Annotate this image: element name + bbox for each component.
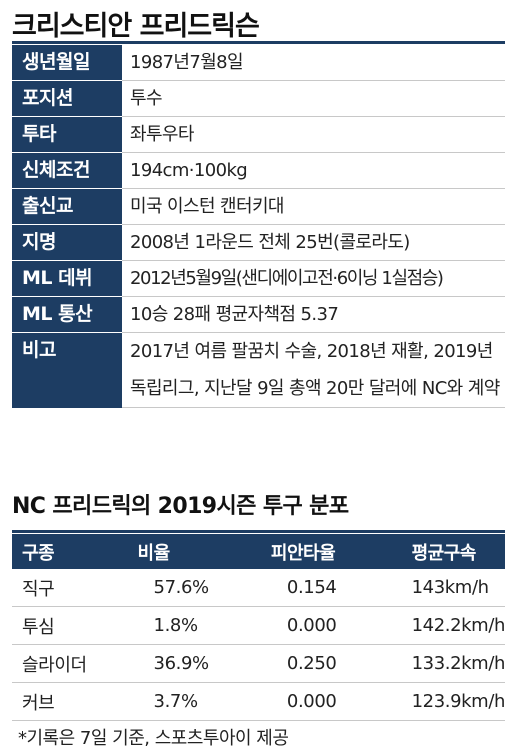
pitch-avg-speed: 123.9km/h <box>401 682 505 721</box>
pitch-title-rule <box>12 530 505 533</box>
pitch-avg-speed: 143km/h <box>401 569 505 607</box>
pitch-table-title: NC 프리드릭의 2019시즌 투구 분포 <box>12 494 349 519</box>
pitch-ratio: 1.8% <box>127 606 261 645</box>
pitch-row: 직구 57.6% 0.154 143km/h <box>12 569 505 607</box>
profile-label: 출신교 <box>12 188 122 225</box>
profile-value: 194cm·100kg <box>122 152 505 189</box>
profile-label: 포지션 <box>12 80 122 117</box>
profile-value: 좌투우타 <box>122 116 505 153</box>
footnote: *기록은 7일 기준, 스포츠투아이 제공 <box>18 728 289 749</box>
pitch-type: 커브 <box>12 682 128 721</box>
pitch-avg-against: 0.250 <box>260 644 402 683</box>
pitch-avg-speed: 133.2km/h <box>401 644 505 683</box>
profile-row: 생년월일 1987년7월8일 <box>12 45 505 81</box>
pitch-header: 구종 <box>12 534 128 569</box>
title-rule <box>12 41 505 44</box>
profile-row: 신체조건 194cm·100kg <box>12 152 505 189</box>
pitch-avg-speed: 142.2km/h <box>401 606 505 645</box>
profile-row: 포지션 투수 <box>12 80 505 117</box>
pitch-row: 커브 3.7% 0.000 123.9km/h <box>12 682 505 721</box>
pitch-header: 피안타율 <box>260 534 402 569</box>
pitch-avg-against: 0.154 <box>260 569 402 607</box>
pitch-header-row: 구종 비율 피안타율 평균구속 <box>12 534 505 569</box>
profile-label: 비고 <box>12 332 122 408</box>
profile-value: 2017년 여름 팔꿈치 수술, 2018년 재활, 2019년 독립리그, 지… <box>122 332 505 408</box>
pitch-ratio: 3.7% <box>127 682 261 721</box>
profile-row: 투타 좌투우타 <box>12 116 505 153</box>
profile-row: 비고 2017년 여름 팔꿈치 수술, 2018년 재활, 2019년 독립리그… <box>12 332 505 408</box>
profile-value: 미국 이스턴 캔터키대 <box>122 188 505 225</box>
pitch-type: 슬라이더 <box>12 644 128 683</box>
profile-label: 지명 <box>12 224 122 261</box>
profile-label: 생년월일 <box>12 45 122 81</box>
profile-value: 1987년7월8일 <box>122 45 505 81</box>
profile-table: 생년월일 1987년7월8일 포지션 투수 투타 좌투우타 신체조건 194cm… <box>12 45 505 408</box>
profile-value: 2012년5월9일(샌디에이고전·6이닝 1실점승) <box>122 260 505 297</box>
debut-text: 2012년5월9일(샌디에이고전·6이닝 1실점승) <box>130 268 444 289</box>
profile-title: 크리스티안 프리드릭슨 <box>12 11 260 42</box>
pitch-type: 투심 <box>12 606 128 645</box>
pitch-avg-against: 0.000 <box>260 606 402 645</box>
pitch-row: 슬라이더 36.9% 0.250 133.2km/h <box>12 644 505 683</box>
pitch-ratio: 57.6% <box>127 569 261 607</box>
profile-value: 2008년 1라운드 전체 25번(콜로라도) <box>122 224 505 261</box>
profile-row: 지명 2008년 1라운드 전체 25번(콜로라도) <box>12 224 505 261</box>
profile-label: ML 데뷔 <box>12 260 122 297</box>
profile-label: ML 통산 <box>12 296 122 333</box>
pitch-ratio: 36.9% <box>127 644 261 683</box>
profile-row: 출신교 미국 이스턴 캔터키대 <box>12 188 505 225</box>
profile-row: ML 데뷔 2012년5월9일(샌디에이고전·6이닝 1실점승) <box>12 260 505 297</box>
profile-label: 투타 <box>12 116 122 153</box>
profile-value: 투수 <box>122 80 505 117</box>
pitch-table: 구종 비율 피안타율 평균구속 직구 57.6% 0.154 143km/h 투… <box>12 534 505 721</box>
profile-row: ML 통산 10승 28패 평균자책점 5.37 <box>12 296 505 333</box>
pitch-header: 비율 <box>127 534 261 569</box>
profile-value: 10승 28패 평균자책점 5.37 <box>122 296 505 333</box>
pitch-avg-against: 0.000 <box>260 682 402 721</box>
pitch-row: 투심 1.8% 0.000 142.2km/h <box>12 606 505 645</box>
pitch-header: 평균구속 <box>401 534 505 569</box>
pitch-type: 직구 <box>12 569 128 607</box>
profile-label: 신체조건 <box>12 152 122 189</box>
